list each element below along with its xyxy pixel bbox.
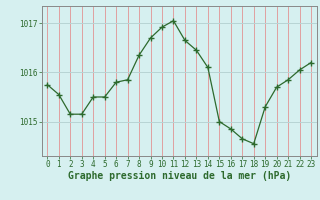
X-axis label: Graphe pression niveau de la mer (hPa): Graphe pression niveau de la mer (hPa) [68, 171, 291, 181]
